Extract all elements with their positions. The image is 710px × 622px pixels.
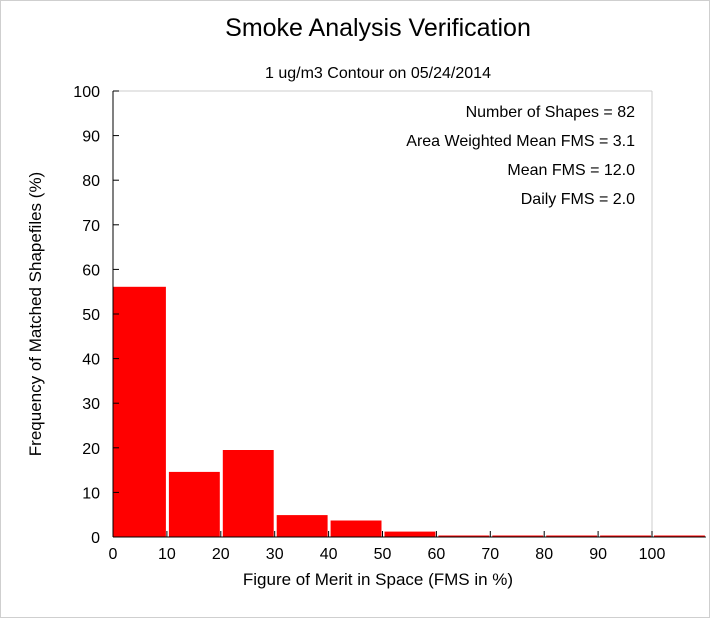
- x-tick-label: 70: [481, 546, 499, 563]
- x-tick-label: 50: [374, 546, 392, 563]
- bars-group: [113, 286, 705, 537]
- y-tick-label: 80: [82, 173, 100, 190]
- stat-annotation: Daily FMS = 2.0: [521, 191, 635, 208]
- axes-group: [112, 90, 706, 538]
- bar-50-60: [384, 531, 436, 537]
- chart-title: Smoke Analysis Verification: [225, 14, 531, 42]
- y-tick-label: 20: [82, 441, 100, 458]
- y-tick-label: 30: [82, 396, 100, 413]
- y-tick-label: 10: [82, 485, 100, 502]
- y-tick-label: 0: [91, 530, 100, 547]
- y-axis-label: Frequency of Matched Shapefiles (%): [26, 172, 45, 456]
- bar-70-80: [492, 535, 544, 537]
- y-tick-label: 70: [82, 218, 100, 235]
- bar-0-10: [113, 286, 166, 537]
- x-tick-label: 100: [639, 546, 666, 563]
- chart-subtitle: 1 ug/m3 Contour on 05/24/2014: [265, 65, 491, 82]
- annotations-group: Number of Shapes = 82 Area Weighted Mean …: [406, 104, 635, 208]
- x-tick-label: 40: [320, 546, 338, 563]
- bar-60-70: [438, 535, 490, 537]
- x-tick-label: 90: [589, 546, 607, 563]
- x-tick-label: 10: [158, 546, 176, 563]
- bar-30-40: [276, 515, 328, 537]
- x-tick-label: 0: [109, 546, 118, 563]
- y-tick-label: 40: [82, 352, 100, 369]
- y-tick-label: 50: [82, 307, 100, 324]
- x-axis-label: Figure of Merit in Space (FMS in %): [243, 570, 513, 589]
- bar-10-20: [168, 471, 220, 537]
- x-tick-label: 60: [428, 546, 446, 563]
- y-tick-label: 100: [73, 84, 100, 101]
- bar-90-100: [600, 535, 651, 537]
- x-tick-label: 30: [266, 546, 284, 563]
- bar-80-90: [546, 535, 598, 537]
- bar-40-50: [330, 520, 382, 537]
- y-tick-label: 60: [82, 262, 100, 279]
- x-tick-label: 20: [212, 546, 230, 563]
- stat-annotation: Mean FMS = 12.0: [507, 162, 635, 179]
- stat-annotation: Area Weighted Mean FMS = 3.1: [406, 133, 635, 150]
- x-tick-label: 80: [535, 546, 553, 563]
- x-ticks: 0 10 20 30 40 50 60 70 80 90 100: [109, 531, 666, 563]
- y-ticks: 0 10 20 30 40 50 60 70 80 90 100: [73, 84, 119, 547]
- y-tick-label: 90: [82, 129, 100, 146]
- bar-100-110: [654, 535, 705, 537]
- stat-annotation: Number of Shapes = 82: [466, 104, 636, 121]
- bar-20-30: [222, 450, 274, 537]
